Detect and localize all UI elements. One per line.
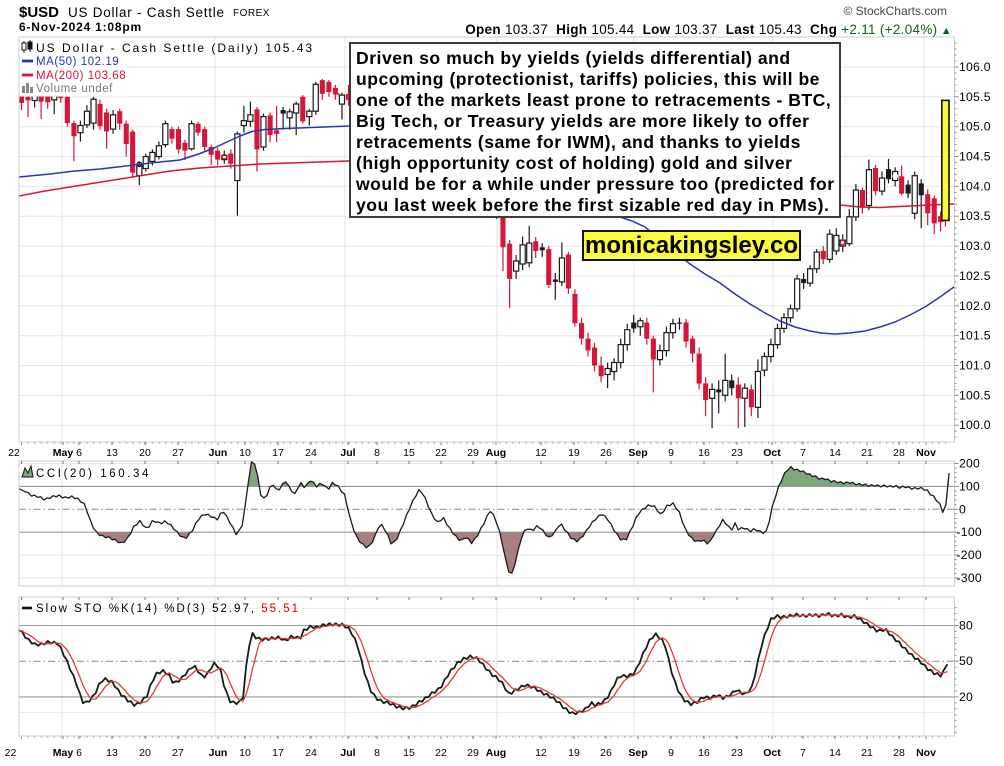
svg-text:12: 12 <box>535 747 547 759</box>
svg-text:7: 7 <box>800 747 806 759</box>
svg-text:16: 16 <box>698 447 710 459</box>
svg-text:28: 28 <box>893 447 905 459</box>
svg-text:6: 6 <box>76 447 82 459</box>
svg-text:24: 24 <box>305 747 317 759</box>
svg-text:104.0: 104.0 <box>959 179 991 193</box>
svg-text:Oct: Oct <box>763 747 781 759</box>
svg-text:26: 26 <box>600 747 612 759</box>
svg-text:Aug: Aug <box>486 747 506 759</box>
svg-text:May: May <box>53 747 74 759</box>
svg-text:Oct: Oct <box>763 447 781 459</box>
svg-text:106.0: 106.0 <box>959 60 991 74</box>
svg-text:14: 14 <box>829 447 841 459</box>
svg-text:21: 21 <box>861 447 873 459</box>
svg-text:Nov: Nov <box>916 447 936 459</box>
svg-text:20: 20 <box>139 747 151 759</box>
svg-text:9: 9 <box>668 747 674 759</box>
svg-text:Nov: Nov <box>916 747 936 759</box>
svg-text:19: 19 <box>568 447 580 459</box>
svg-text:12: 12 <box>535 447 547 459</box>
svg-text:17: 17 <box>272 447 284 459</box>
svg-text:Jul: Jul <box>340 447 355 459</box>
svg-text:14: 14 <box>829 747 841 759</box>
svg-text:Sep: Sep <box>628 447 647 459</box>
svg-text:-300: -300 <box>957 571 982 585</box>
svg-text:200: 200 <box>959 457 980 471</box>
svg-text:104.5: 104.5 <box>959 150 991 164</box>
svg-text:20: 20 <box>139 447 151 459</box>
svg-text:100: 100 <box>959 479 980 493</box>
svg-text:Jun: Jun <box>209 447 228 459</box>
svg-text:22: 22 <box>435 747 447 759</box>
svg-text:105.0: 105.0 <box>959 120 991 134</box>
svg-text:20: 20 <box>959 690 973 704</box>
svg-text:102.5: 102.5 <box>959 269 991 283</box>
svg-text:9: 9 <box>668 447 674 459</box>
svg-text:Slow STO %K(14) %D(3) 52.97, 5: Slow STO %K(14) %D(3) 52.97, 55.51 <box>36 603 300 615</box>
svg-text:101.0: 101.0 <box>959 359 991 373</box>
svg-text:6: 6 <box>76 747 82 759</box>
svg-text:Sep: Sep <box>628 747 647 759</box>
svg-text:Volume undef: Volume undef <box>36 83 113 95</box>
svg-text:-200: -200 <box>957 548 982 562</box>
svg-text:100.0: 100.0 <box>959 418 991 432</box>
svg-text:22: 22 <box>5 747 17 759</box>
svg-text:22: 22 <box>8 447 20 459</box>
svg-text:15: 15 <box>403 447 415 459</box>
svg-text:10: 10 <box>239 747 251 759</box>
svg-text:19: 19 <box>568 747 580 759</box>
svg-text:105.5: 105.5 <box>959 90 991 104</box>
svg-text:8: 8 <box>374 447 380 459</box>
svg-text:0: 0 <box>959 502 966 516</box>
svg-text:101.5: 101.5 <box>959 329 991 343</box>
svg-text:15: 15 <box>403 747 415 759</box>
svg-text:23: 23 <box>731 447 743 459</box>
svg-text:US Dollar - Cash Settle (Daily: US Dollar - Cash Settle (Daily) 105.43 <box>36 41 314 55</box>
svg-text:29: 29 <box>467 447 479 459</box>
svg-text:MA(200) 103.68: MA(200) 103.68 <box>36 70 126 82</box>
svg-text:103.5: 103.5 <box>959 209 991 223</box>
svg-text:21: 21 <box>861 747 873 759</box>
svg-text:23: 23 <box>731 747 743 759</box>
svg-text:27: 27 <box>172 447 184 459</box>
svg-text:29: 29 <box>467 747 479 759</box>
svg-text:MA(50) 102.19: MA(50) 102.19 <box>36 56 119 68</box>
svg-text:13: 13 <box>106 747 118 759</box>
svg-text:80: 80 <box>959 619 973 633</box>
svg-text:22: 22 <box>435 447 447 459</box>
svg-text:Jul: Jul <box>340 747 355 759</box>
svg-text:102.0: 102.0 <box>959 299 991 313</box>
svg-text:May: May <box>53 447 74 459</box>
svg-text:10: 10 <box>239 447 251 459</box>
svg-text:Aug: Aug <box>486 447 506 459</box>
svg-text:50: 50 <box>959 654 973 668</box>
svg-text:8: 8 <box>374 747 380 759</box>
svg-text:100.5: 100.5 <box>959 388 991 402</box>
svg-text:16: 16 <box>698 747 710 759</box>
svg-text:27: 27 <box>172 747 184 759</box>
svg-text:CCI(20) 160.34: CCI(20) 160.34 <box>36 468 151 480</box>
svg-text:Jun: Jun <box>209 747 228 759</box>
svg-text:-100: -100 <box>957 525 982 539</box>
svg-text:13: 13 <box>106 447 118 459</box>
svg-text:7: 7 <box>800 447 806 459</box>
svg-text:17: 17 <box>272 747 284 759</box>
svg-text:26: 26 <box>600 447 612 459</box>
svg-text:28: 28 <box>893 747 905 759</box>
svg-text:103.0: 103.0 <box>959 239 991 253</box>
svg-text:24: 24 <box>305 447 317 459</box>
